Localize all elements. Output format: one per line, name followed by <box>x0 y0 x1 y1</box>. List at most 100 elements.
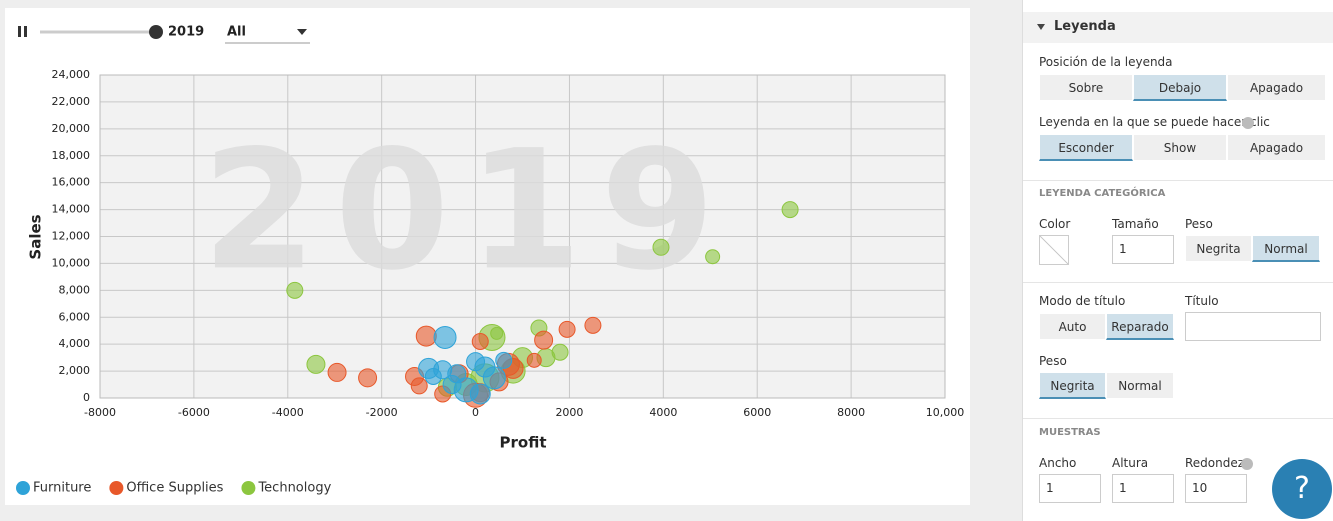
option-button[interactable]: Esconder <box>1039 134 1133 161</box>
option-button[interactable]: Negrita <box>1185 235 1252 262</box>
x-tick-label: 2000 <box>555 406 583 419</box>
field-label: Leyenda en la que se puede hacer clic <box>1039 115 1270 129</box>
text-input[interactable]: 1 <box>1112 235 1174 264</box>
bubble <box>558 320 576 338</box>
y-tick-label: 8,000 <box>59 283 91 296</box>
field-label: Título <box>1185 294 1219 308</box>
y-tick-label: 12,000 <box>52 230 91 243</box>
field-label: Altura <box>1112 456 1149 470</box>
bubble <box>490 326 504 340</box>
bubble <box>526 352 542 368</box>
section-header-bg <box>1023 12 1333 43</box>
y-tick-label: 10,000 <box>52 256 91 269</box>
divider <box>1023 180 1333 181</box>
bubble <box>306 354 326 374</box>
option-button[interactable]: Reparado <box>1106 313 1174 340</box>
divider <box>1023 418 1333 419</box>
x-tick-label: -2000 <box>366 406 398 419</box>
option-button[interactable]: Normal <box>1106 372 1174 399</box>
y-axis-title: Sales <box>27 214 45 259</box>
option-button[interactable]: Auto <box>1039 313 1106 340</box>
y-tick-label: 20,000 <box>52 122 91 135</box>
x-tick-label: 0 <box>472 406 479 419</box>
option-button[interactable]: Apagado <box>1227 134 1326 161</box>
bubble <box>781 201 799 219</box>
bubble <box>424 367 442 385</box>
section-heading: MUESTRAS <box>1039 427 1101 438</box>
y-tick-label: 18,000 <box>52 149 91 162</box>
option-button[interactable]: Negrita <box>1039 372 1106 399</box>
dropdown-arrow <box>297 29 307 35</box>
slider-year: 2019 <box>168 25 204 40</box>
chart-card: 0 2,000 4,000 6,000 8,000 10,000 12,000 14,000 1… <box>5 8 970 505</box>
x-axis-title: Profit <box>500 434 547 452</box>
x-tick-label: -6000 <box>178 406 210 419</box>
chart: 0 2,000 4,000 6,000 8,000 10,000 12,000 14,000 1… <box>16 25 965 496</box>
bubble <box>482 366 506 390</box>
bubble <box>358 368 378 388</box>
color-swatch[interactable] <box>1039 235 1069 265</box>
filter-dropdown[interactable]: All <box>227 25 246 40</box>
slider-knob[interactable] <box>149 25 163 39</box>
settings-panel: Leyenda Posición de la leyenda Sobre Debajo… <box>1022 0 1333 521</box>
y-tick-label: 14,000 <box>52 203 91 216</box>
legend-swatch <box>16 481 30 495</box>
collapse-arrow <box>1037 24 1045 30</box>
field-label: Posición de la leyenda <box>1039 55 1173 69</box>
help-icon <box>1242 117 1254 129</box>
section-title: Leyenda <box>1054 19 1116 34</box>
watermark: 2019 <box>202 114 733 306</box>
help-button[interactable]: ? <box>1272 459 1332 519</box>
pause-bar <box>18 26 21 37</box>
y-tick-label: 24,000 <box>52 68 91 81</box>
bubble <box>495 351 513 369</box>
option-button[interactable]: Debajo <box>1133 74 1227 101</box>
bubble <box>705 249 721 265</box>
legend-label: Technology <box>257 481 331 496</box>
bubble <box>415 325 437 347</box>
help-icon <box>1241 458 1253 470</box>
y-tick-label: 22,000 <box>52 95 91 108</box>
x-tick-label: 10,000 <box>926 406 965 419</box>
text-input[interactable]: 1 <box>1039 474 1101 503</box>
bubble <box>551 343 569 361</box>
y-tick-label: 6,000 <box>59 310 91 323</box>
x-tick-label: -4000 <box>272 406 304 419</box>
option-button[interactable]: Normal <box>1252 235 1320 262</box>
x-tick-label: 8000 <box>837 406 865 419</box>
bubble <box>469 383 491 405</box>
x-tick-label: 4000 <box>649 406 677 419</box>
plot-border <box>99 74 946 399</box>
bubble <box>410 377 428 395</box>
text-input[interactable]: 1 <box>1112 474 1174 503</box>
bubble <box>471 332 489 350</box>
option-button[interactable]: Sobre <box>1039 74 1133 101</box>
bubble <box>327 362 347 382</box>
y-tick-label: 0 <box>83 391 90 404</box>
divider <box>1023 282 1333 283</box>
bubble <box>433 325 457 349</box>
pause-bar <box>24 26 27 37</box>
field-label: Tamaño <box>1112 217 1159 231</box>
legend-swatch <box>109 481 124 495</box>
option-button[interactable]: Apagado <box>1227 74 1326 101</box>
option-button[interactable]: Show <box>1133 134 1227 161</box>
legend-label: Office Supplies <box>126 481 223 496</box>
text-input[interactable]: 10 <box>1185 474 1247 503</box>
field-label: Modo de título <box>1039 294 1126 308</box>
field-label: Redondez <box>1185 456 1245 470</box>
field-label: Ancho <box>1039 456 1077 470</box>
x-tick-label: -8000 <box>84 406 116 419</box>
bubble <box>286 281 304 299</box>
bubble <box>652 238 670 256</box>
legend-label: Furniture <box>33 481 91 496</box>
y-tick-label: 2,000 <box>59 364 91 377</box>
section-heading: LEYENDA CATEGÓRICA <box>1039 188 1166 199</box>
field-label: Peso <box>1039 354 1067 368</box>
text-input[interactable] <box>1185 312 1321 341</box>
field-label: Color <box>1039 217 1071 231</box>
bubble <box>442 375 462 395</box>
legend-swatch <box>241 481 256 495</box>
field-label: Peso <box>1185 217 1213 231</box>
